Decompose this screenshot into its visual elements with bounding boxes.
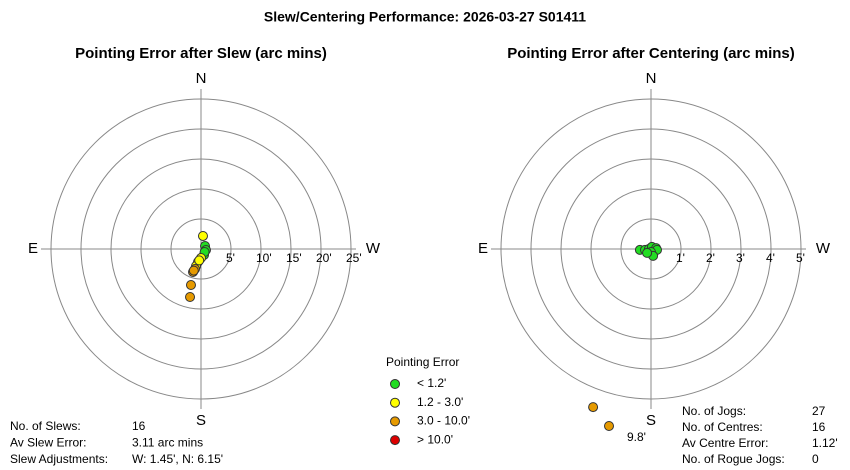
ring-label: 1': [676, 251, 685, 265]
stat-value: 0: [812, 452, 819, 466]
ring-label: 10': [256, 251, 272, 265]
ring: [170, 218, 232, 280]
ring: [140, 188, 262, 310]
legend-swatch: [390, 435, 400, 446]
point: [588, 402, 599, 413]
legend-swatch: [390, 416, 400, 427]
stat-label: Av Slew Error:: [10, 436, 86, 450]
point: [642, 247, 653, 258]
chart-title: Pointing Error after Slew (arc mins): [75, 45, 327, 62]
stat-label: No. of Rogue Jogs:: [682, 452, 785, 466]
stat-value: 16: [812, 420, 826, 434]
stat-value: 3.11 arc mins: [132, 436, 203, 450]
legend-label: 1.2 - 3.0': [417, 395, 463, 409]
compass-n: N: [196, 70, 207, 87]
compass-s: S: [646, 412, 656, 429]
point: [185, 292, 196, 302]
ring-label: 4': [766, 251, 775, 265]
stat-label: Slew Adjustments:: [10, 452, 108, 466]
compass-e: E: [28, 240, 38, 257]
ring: [530, 128, 772, 370]
legend-title: Pointing Error: [386, 355, 459, 369]
legend-swatch: [390, 379, 400, 389]
stat-label: No. of Slews:: [10, 419, 81, 433]
annotation: 9.8': [627, 430, 646, 444]
ring: [500, 98, 802, 400]
ring: [50, 98, 352, 400]
ring-label: 5': [796, 251, 805, 265]
ring: [590, 188, 712, 310]
chart-title: Pointing Error after Centering (arc mins…: [507, 45, 795, 62]
page-title: Slew/Centering Performance: 2026-03-27 S…: [264, 9, 586, 25]
point: [194, 255, 205, 266]
ring-label: 15': [286, 251, 302, 265]
point: [197, 230, 208, 241]
stat-label: No. of Centres:: [682, 420, 763, 434]
compass-s: S: [196, 412, 206, 429]
point: [604, 421, 614, 431]
ring-label: 3': [736, 251, 745, 265]
stat-label: Av Centre Error:: [682, 436, 768, 450]
stat-label: No. of Jogs:: [682, 404, 746, 418]
compass-n: N: [646, 70, 657, 87]
ring: [110, 158, 292, 340]
ring-label: 25': [346, 251, 362, 265]
stat-value: 1.12': [812, 436, 838, 450]
ring-label: 20': [316, 251, 332, 265]
stat-value: 16: [132, 419, 146, 433]
stat-value: 27: [812, 404, 826, 418]
legend-label: 3.0 - 10.0': [417, 414, 470, 428]
legend-label: > 10.0': [417, 432, 453, 446]
compass-e: E: [478, 240, 488, 257]
ring-label: 2': [706, 251, 715, 265]
point: [188, 265, 199, 276]
ring-label: 5': [226, 251, 235, 265]
compass-w: W: [816, 240, 831, 257]
ring: [560, 158, 742, 340]
compass-w: W: [366, 240, 381, 257]
stat-value: W: 1.45', N: 6.15': [132, 452, 223, 466]
legend-swatch: [390, 397, 400, 408]
ring: [620, 218, 682, 280]
ring: [80, 128, 322, 370]
legend-label: < 1.2': [417, 376, 446, 390]
point: [185, 280, 196, 290]
